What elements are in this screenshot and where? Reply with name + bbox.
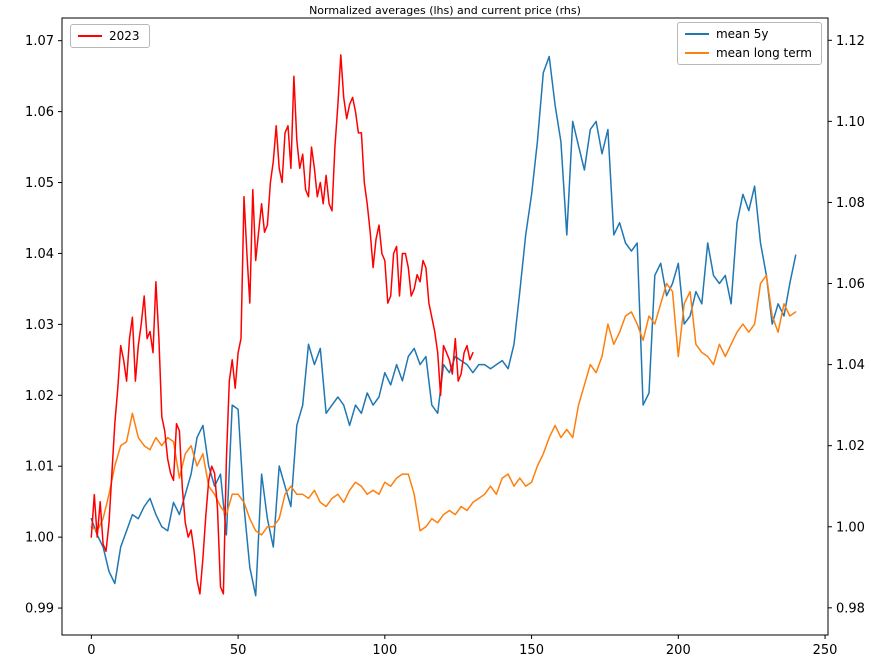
y-right-tick-label: 1.10 (836, 115, 865, 130)
y-right-tick-label: 1.00 (836, 520, 865, 535)
legend-right: mean 5y mean long term (676, 22, 822, 65)
legend-item-mean-long-term: mean long term (684, 46, 812, 60)
y-left-tick-label: 1.02 (25, 389, 54, 404)
y-left-tick-label: 1.01 (25, 460, 54, 475)
y-right-tick-label: 1.12 (836, 34, 865, 49)
x-tick-label: 100 (372, 643, 397, 658)
axes-frame (61, 17, 829, 636)
legend-item-mean-5y: mean 5y (684, 27, 812, 41)
x-tick-label: 250 (813, 643, 838, 658)
y-right-tick-label: 0.98 (836, 601, 865, 616)
y-left-tick-label: 1.05 (25, 176, 54, 191)
y-left-tick-label: 1.03 (25, 318, 54, 333)
y-right-tick-label: 1.06 (836, 277, 865, 292)
x-tick-label: 200 (666, 643, 691, 658)
y-right-tick-label: 1.02 (836, 439, 865, 454)
y-left-tick-label: 1.06 (25, 105, 54, 120)
x-tick-label: 0 (87, 643, 95, 658)
x-tick-label: 150 (519, 643, 544, 658)
y-right-tick-label: 1.08 (836, 196, 865, 211)
x-tick-label: 50 (230, 643, 247, 658)
legend-label-2023: 2023 (109, 29, 140, 43)
legend-line-sample-mean-long-term (684, 52, 709, 54)
series-line-2023 (90, 54, 474, 595)
legend-line-sample-mean-5y (684, 33, 709, 35)
legend-item-2023: 2023 (78, 29, 140, 43)
y-left-tick-label: 0.99 (25, 602, 54, 617)
y-left-tick-label: 1.00 (25, 531, 54, 546)
y-right-tick-label: 1.04 (836, 358, 865, 373)
chart-title: Normalized averages (lhs) and current pr… (309, 4, 581, 17)
y-left-tick-label: 1.07 (25, 34, 54, 49)
legend-label-mean-5y: mean 5y (715, 27, 769, 41)
series-line-mean-5y (90, 55, 797, 597)
legend-label-mean-long-term: mean long term (715, 46, 812, 60)
y-left-tick-label: 1.04 (25, 247, 54, 262)
legend-line-sample-2023 (78, 35, 102, 37)
legend-left: 2023 (70, 24, 150, 48)
